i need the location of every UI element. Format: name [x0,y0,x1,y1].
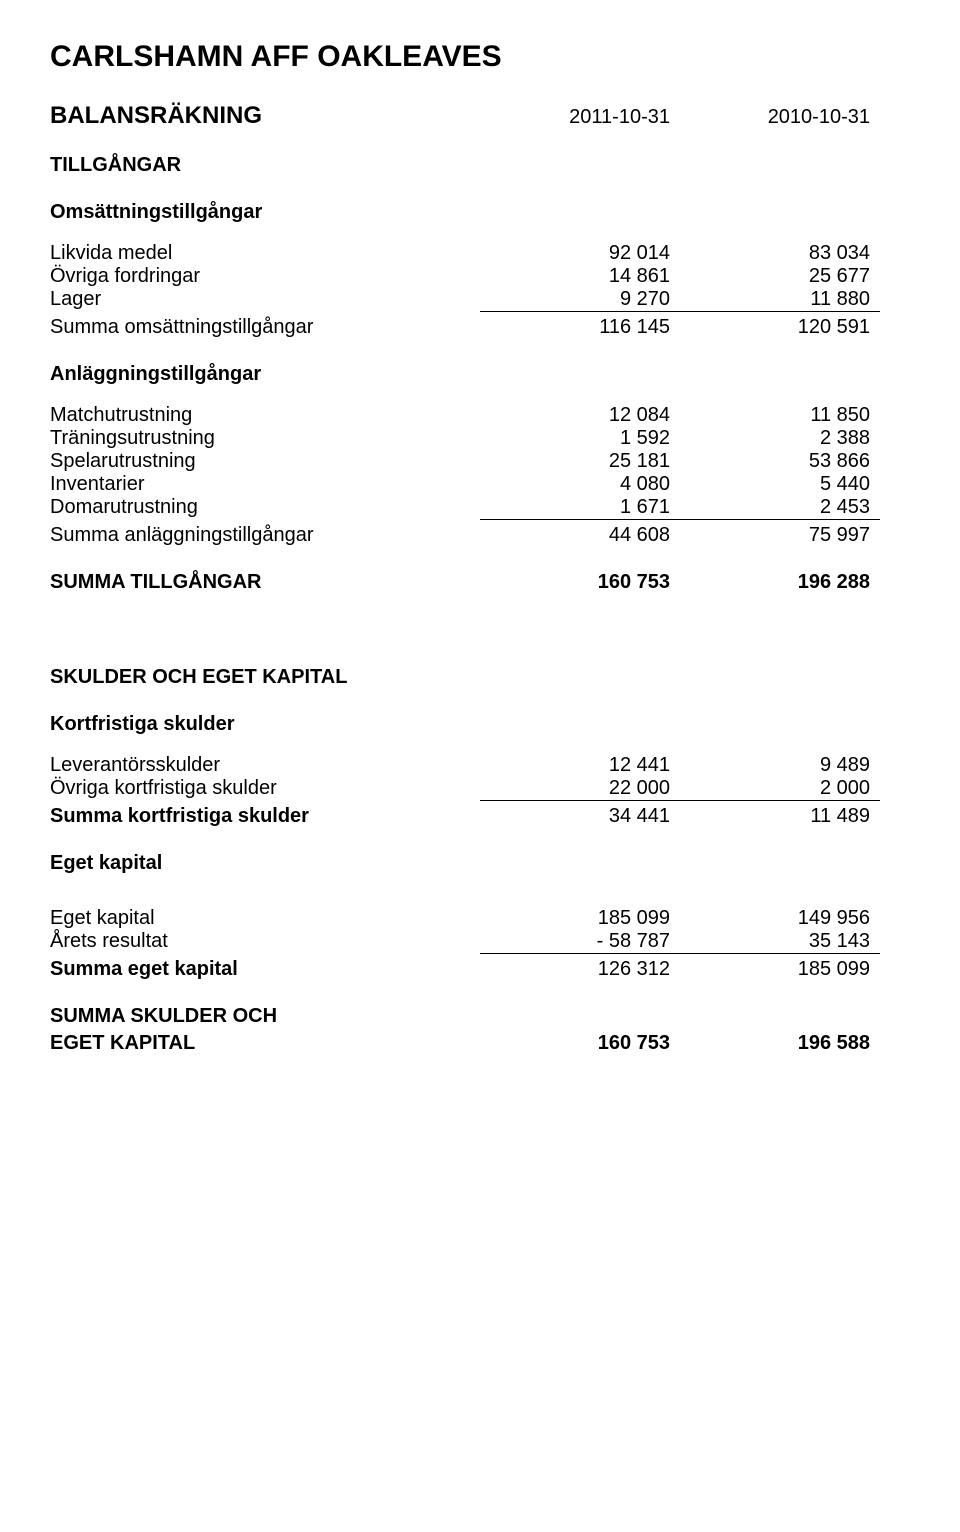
total-assets-row: SUMMA TILLGÅNGAR 160 753 196 288 [50,571,910,594]
row-value: 83 034 [680,242,880,265]
row-value: 92 014 [480,242,680,265]
sum-value: 120 591 [680,316,880,339]
row-value: 14 861 [480,265,680,288]
total-value: 160 753 [480,1032,680,1055]
row-label: Leverantörsskulder [50,754,480,777]
sum-value: 116 145 [480,316,680,339]
row-value: 4 080 [480,473,680,496]
sum-label: Summa kortfristiga skulder [50,805,480,828]
total-label: SUMMA TILLGÅNGAR [50,571,480,594]
row-label: Spelarutrustning [50,450,480,473]
row-value: 149 956 [680,907,880,930]
sum-value: 34 441 [480,805,680,828]
row-label: Eget kapital [50,907,480,930]
row-value: 185 099 [480,907,680,930]
liabilities-heading: SKULDER OCH EGET KAPITAL [50,666,910,689]
row-value: 35 143 [680,930,880,954]
total-value: 196 588 [680,1032,880,1055]
row-value: 1 592 [480,427,680,450]
row-value: 22 000 [480,777,680,801]
total-value: 160 753 [480,571,680,594]
company-title: CARLSHAMN AFF OAKLEAVES [50,40,910,74]
sum-row: Summa anläggningstillgångar 44 608 75 99… [50,524,910,547]
row-value: 9 489 [680,754,880,777]
sum-row: Summa eget kapital 126 312 185 099 [50,958,910,981]
assets-heading: TILLGÅNGAR [50,154,910,177]
sum-label: Summa omsättningstillgångar [50,316,480,339]
sum-value: 185 099 [680,958,880,981]
equity-heading: Eget kapital [50,852,910,875]
table-row: Likvida medel 92 014 83 034 [50,242,910,265]
table-row: Domarutrustning 1 671 2 453 [50,496,910,520]
row-value: 11 880 [680,288,880,312]
table-row: Spelarutrustning 25 181 53 866 [50,450,910,473]
row-value: - 58 787 [480,930,680,954]
table-row: Lager 9 270 11 880 [50,288,910,312]
row-value: 25 181 [480,450,680,473]
table-row: Träningsutrustning 1 592 2 388 [50,427,910,450]
sum-value: 11 489 [680,805,880,828]
balance-heading-row: BALANSRÄKNING 2011-10-31 2010-10-31 [50,102,910,130]
row-label: Domarutrustning [50,496,480,519]
table-row: Övriga kortfristiga skulder 22 000 2 000 [50,777,910,801]
short-liabilities-heading: Kortfristiga skulder [50,713,910,736]
table-row: Eget kapital 185 099 149 956 [50,907,910,930]
sum-value: 44 608 [480,524,680,547]
current-assets-heading: Omsättningstillgångar [50,201,910,224]
row-label: Årets resultat [50,930,480,953]
table-row: Leverantörsskulder 12 441 9 489 [50,754,910,777]
row-label: Träningsutrustning [50,427,480,450]
row-label: Lager [50,288,480,311]
date-col-1: 2011-10-31 [480,106,680,129]
table-row: Årets resultat - 58 787 35 143 [50,930,910,954]
row-label: Matchutrustning [50,404,480,427]
row-value: 2 388 [680,427,880,450]
row-value: 25 677 [680,265,880,288]
row-value: 11 850 [680,404,880,427]
total-value: 196 288 [680,571,880,594]
row-value: 9 270 [480,288,680,312]
date-col-2: 2010-10-31 [680,106,880,129]
total-liabilities-label-2: EGET KAPITAL [50,1032,480,1055]
sum-label: Summa anläggningstillgångar [50,524,480,547]
row-value: 53 866 [680,450,880,473]
total-liabilities-row: EGET KAPITAL 160 753 196 588 [50,1032,910,1055]
total-liabilities-label-1: SUMMA SKULDER OCH [50,1005,910,1028]
row-label: Likvida medel [50,242,480,265]
row-label: Övriga fordringar [50,265,480,288]
balance-heading: BALANSRÄKNING [50,102,480,130]
sum-row: Summa kortfristiga skulder 34 441 11 489 [50,805,910,828]
row-label: Övriga kortfristiga skulder [50,777,480,800]
row-value: 12 084 [480,404,680,427]
table-row: Inventarier 4 080 5 440 [50,473,910,496]
table-row: Matchutrustning 12 084 11 850 [50,404,910,427]
row-value: 1 671 [480,496,680,520]
row-value: 2 000 [680,777,880,801]
table-row: Övriga fordringar 14 861 25 677 [50,265,910,288]
row-label: Inventarier [50,473,480,496]
sum-value: 75 997 [680,524,880,547]
sum-label: Summa eget kapital [50,958,480,981]
fixed-assets-heading: Anläggningstillgångar [50,363,910,386]
row-value: 2 453 [680,496,880,520]
row-value: 5 440 [680,473,880,496]
row-value: 12 441 [480,754,680,777]
sum-row: Summa omsättningstillgångar 116 145 120 … [50,316,910,339]
sum-value: 126 312 [480,958,680,981]
